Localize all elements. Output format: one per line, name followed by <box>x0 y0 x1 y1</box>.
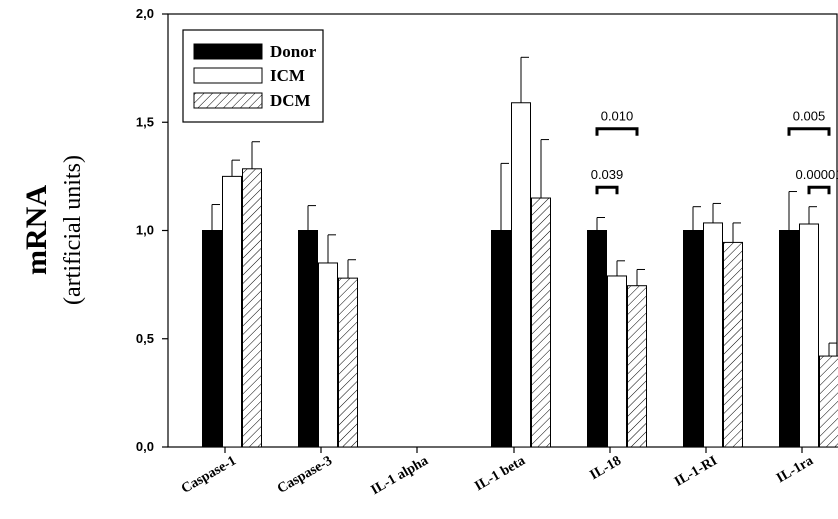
bar-dcm <box>338 277 358 448</box>
significance-bracket <box>595 185 619 195</box>
bar-dcm <box>627 285 647 448</box>
bar-donor <box>202 230 222 448</box>
y-tick-label: 2,0 <box>136 6 154 21</box>
y-axis-label-sub: (artificial units) <box>60 155 86 305</box>
bar-dcm <box>531 197 551 448</box>
category-label: IL-18 <box>588 453 624 483</box>
bar-dcm <box>242 168 262 448</box>
bar-icm <box>703 222 723 448</box>
bar-dcm <box>723 241 743 448</box>
bar-donor <box>298 230 318 448</box>
category-labels: Caspase-1 Caspase-3 IL-1 alpha IL-1 beta IL-… <box>179 453 816 498</box>
legend-swatch-icm <box>193 67 263 84</box>
y-tick-label: 0,5 <box>136 331 154 346</box>
bar-icm <box>318 262 338 448</box>
y-axis-ticks: 0,0 0,5 1,0 1,5 2,0 <box>136 6 168 454</box>
category-label: IL-1-RI <box>672 453 720 489</box>
bar-donor <box>587 230 607 448</box>
category-label: Caspase-1 <box>179 453 239 496</box>
p-value-label: 0.010 <box>601 109 634 124</box>
bar-icm <box>222 175 242 448</box>
significance-bracket <box>595 127 639 136</box>
legend-label-dcm: DCM <box>270 91 311 110</box>
category-label: Caspase-3 <box>275 453 335 496</box>
significance-bracket <box>787 127 831 136</box>
y-tick-label: 1,0 <box>136 223 154 238</box>
bar-dcm <box>819 355 838 448</box>
bar-donor <box>491 230 511 448</box>
significance-annotations: 0.010 0.039 0.005 0.00001 <box>591 109 838 195</box>
legend-label-icm: ICM <box>270 66 305 85</box>
legend: Donor ICM DCM <box>182 29 324 123</box>
y-tick-label: 1,5 <box>136 114 154 129</box>
bar-icm <box>799 223 819 448</box>
bar-groups <box>202 56 838 453</box>
legend-swatch-dcm <box>193 92 263 109</box>
legend-label-donor: Donor <box>270 42 317 61</box>
y-axis-label-main: mRNA <box>20 185 53 275</box>
p-value-label: 0.039 <box>591 167 624 182</box>
category-label: IL-1ra <box>774 453 816 486</box>
p-value-label: 0.005 <box>793 109 826 124</box>
y-axis-label: mRNA (artificial units) <box>20 155 86 305</box>
bar-donor <box>779 230 799 448</box>
y-tick-label: 0,0 <box>136 439 154 454</box>
category-label: IL-1 alpha <box>369 453 431 498</box>
significance-bracket <box>807 185 831 195</box>
bar-icm <box>511 102 531 448</box>
bar-icm <box>607 275 627 448</box>
legend-swatch-donor <box>193 43 263 60</box>
category-label: IL-1 beta <box>472 453 528 494</box>
bar-donor <box>683 230 703 448</box>
p-value-label: 0.00001 <box>796 167 838 182</box>
